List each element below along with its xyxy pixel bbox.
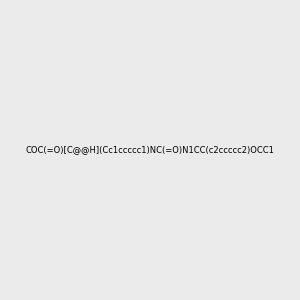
Text: COC(=O)[C@@H](Cc1ccccc1)NC(=O)N1CC(c2ccccc2)OCC1: COC(=O)[C@@H](Cc1ccccc1)NC(=O)N1CC(c2ccc… xyxy=(26,146,275,154)
